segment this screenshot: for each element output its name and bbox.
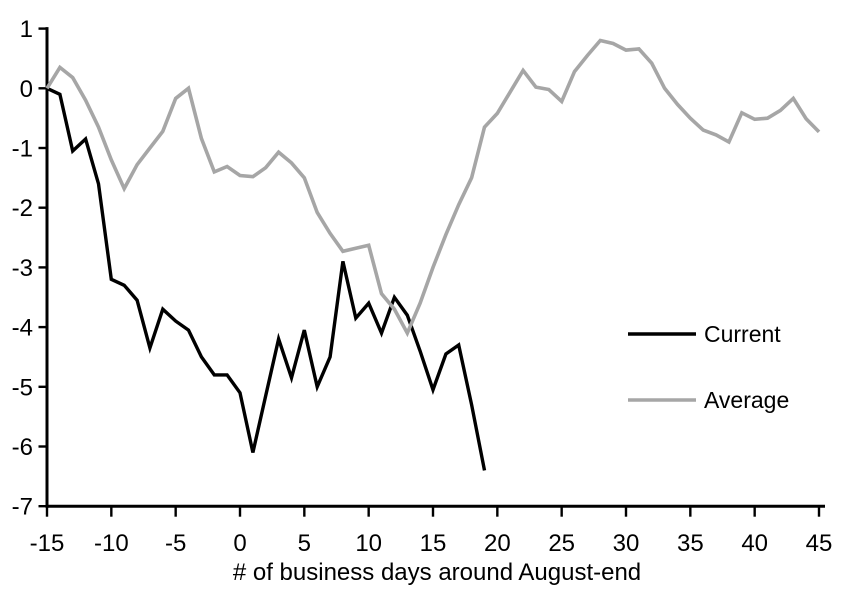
x-tick-label: 40 <box>741 530 768 557</box>
x-tick-label: -5 <box>165 530 186 557</box>
y-tick-label: -3 <box>12 255 33 282</box>
x-tick-label: -15 <box>30 530 65 557</box>
legend: Current Average <box>628 321 789 413</box>
x-tick-label: 20 <box>484 530 511 557</box>
x-tick-label: 35 <box>677 530 704 557</box>
axes <box>45 27 825 508</box>
x-tick-label: 45 <box>806 530 833 557</box>
y-tick-label: 0 <box>20 76 33 103</box>
y-tick-label: -4 <box>12 315 33 342</box>
x-tick-label: 10 <box>355 530 382 557</box>
legend-label-average: Average <box>704 387 789 413</box>
y-tick-label: -7 <box>12 494 33 521</box>
series-lines <box>45 38 821 471</box>
x-tick-label: -10 <box>94 530 129 557</box>
x-tick-label: 0 <box>233 530 246 557</box>
x-axis-title: # of business days around August-end <box>233 559 641 586</box>
y-tick-label: -1 <box>12 136 33 163</box>
y-tick-label: 1 <box>20 16 33 43</box>
y-tick-label: -6 <box>12 434 33 461</box>
x-tick-label: 25 <box>548 530 575 557</box>
x-tick-label: 15 <box>420 530 447 557</box>
legend-label-current: Current <box>704 321 781 347</box>
x-tick-label: 5 <box>298 530 311 557</box>
series-line-current <box>46 86 487 471</box>
axis-ticks: 10-1-2-3-4-5-6-7-15 -10 -5 0 5 10 15 20 25 30 35 40… <box>12 16 833 557</box>
series-line-average <box>45 38 821 338</box>
y-tick-label: -2 <box>12 195 33 222</box>
y-tick-label: -5 <box>12 374 33 401</box>
x-tick-label: 30 <box>613 530 640 557</box>
